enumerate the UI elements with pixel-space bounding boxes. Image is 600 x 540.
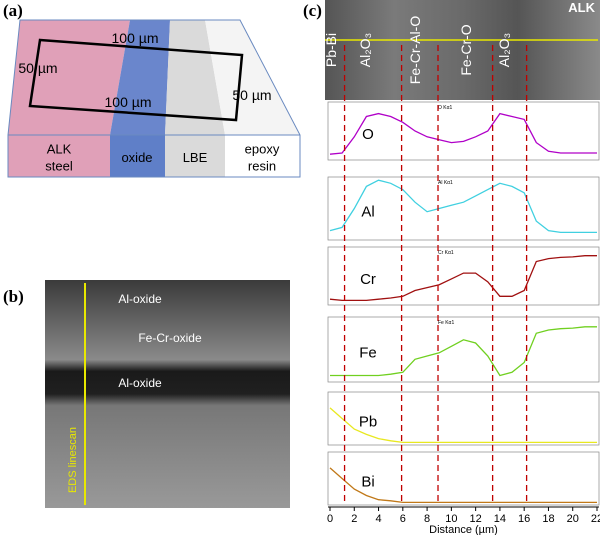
profile-frame (327, 246, 600, 306)
profile-frame (327, 176, 600, 241)
oxide-block (110, 135, 165, 177)
panel-a: (a) 100 µm 50 µm 100 µm 50 µm ALK steel ox… (3, 1, 301, 178)
dimension: 100 µm (105, 94, 152, 110)
element-label: Cr (360, 271, 376, 288)
profile-line (329, 407, 597, 444)
x-tick-label: 22 (591, 513, 600, 525)
x-tick-label: 0 (327, 513, 333, 525)
profile-line (329, 467, 597, 504)
region-label: Al-oxide (118, 292, 162, 306)
layer-label: epoxy (245, 142, 280, 157)
x-tick-label: 16 (518, 513, 530, 525)
phase-label: Al₂O₃ (496, 33, 512, 67)
x-tick-label: 12 (470, 513, 482, 525)
x-tick-label: 2 (351, 513, 357, 525)
scan-area (28, 38, 244, 122)
element-label: Bi (361, 474, 374, 491)
region-label: Fe-Cr-oxide (138, 331, 202, 345)
signal-tag: Fe Kα1 (438, 320, 454, 326)
profile-frame (327, 316, 600, 383)
linescan-label: EDS linescan (67, 427, 79, 493)
dimension: 50 µm (18, 60, 57, 76)
phase-label: Pb-Bi (323, 33, 339, 67)
element-label: Pb (359, 414, 377, 431)
steel-block (8, 135, 110, 177)
element-label: O (362, 126, 374, 143)
layer-label: resin (248, 159, 276, 174)
layer-label: ALK (47, 142, 72, 157)
profile-line (329, 179, 597, 234)
dimension: 50 µm (232, 87, 271, 103)
sem-strip (325, 0, 600, 100)
layer-label: steel (45, 159, 73, 174)
x-tick-label: 4 (375, 513, 381, 525)
epoxy-face (205, 20, 300, 135)
element-label: Fe (359, 345, 377, 362)
signal-tag: O Kα1 (438, 105, 453, 111)
layer-label: oxide (121, 150, 152, 165)
x-tick-label: 8 (424, 513, 430, 525)
epoxy-block (225, 135, 300, 177)
panel-c: ALK (c) Pb-Bi Al₂O₃ Fe-Cr-Al-O Fe-Cr-O Al₂O₃… (303, 0, 600, 536)
signal-tag: Cr Kα1 (438, 250, 454, 256)
profile-frame (327, 101, 600, 161)
profile-frame (327, 451, 600, 506)
phase-label: Al₂O₃ (357, 33, 373, 67)
sample-label: ALK (568, 0, 595, 15)
x-tick-label: 14 (494, 513, 506, 525)
x-tick-label: 20 (567, 513, 579, 525)
phase-label: Fe-Cr-O (458, 24, 474, 75)
layer-label: LBE (183, 150, 208, 165)
panel-label: (b) (3, 287, 24, 306)
profile-line (330, 326, 597, 377)
x-tick-label: 10 (445, 513, 457, 525)
profile-line (329, 255, 597, 302)
panel-label: (a) (3, 1, 23, 20)
sem-image (45, 280, 290, 508)
panel-b: EDS linescan Al-oxide Fe-Cr-oxide Al-oxi… (3, 280, 290, 508)
lbe-block (165, 135, 225, 177)
dimension: 100 µm (112, 30, 159, 46)
x-tick-label: 18 (542, 513, 554, 525)
x-tick-label: 6 (400, 513, 406, 525)
element-label: Al (361, 204, 374, 221)
region-label: Al-oxide (118, 376, 162, 390)
x-axis-label: Distance (µm) (429, 524, 498, 535)
panel-label: (c) (303, 1, 322, 20)
phase-label: Fe-Cr-Al-O (407, 16, 423, 85)
signal-tag: Al Kα1 (438, 180, 453, 186)
profile-line (329, 112, 597, 155)
